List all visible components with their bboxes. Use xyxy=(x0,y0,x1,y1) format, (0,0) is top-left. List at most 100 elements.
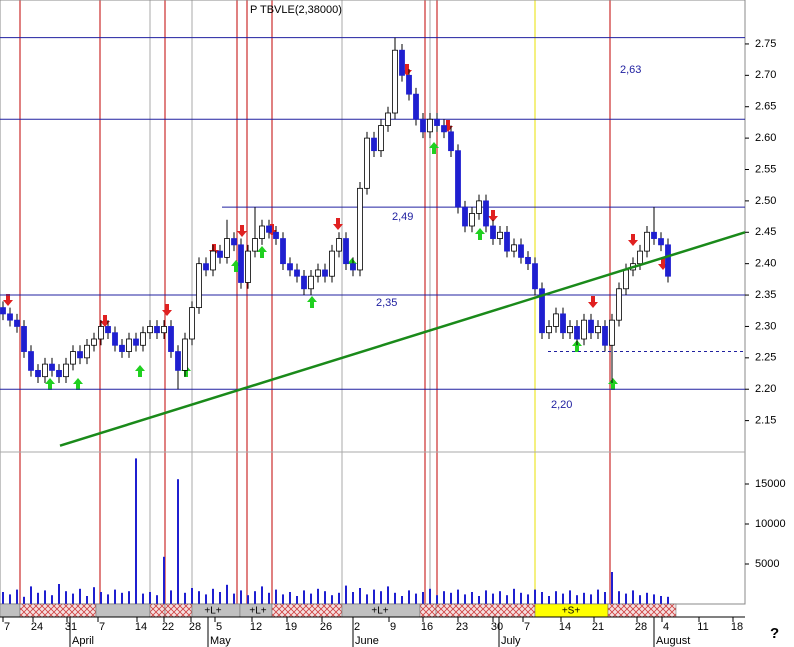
y-tick-label: 2.70 xyxy=(755,69,776,81)
candle-body xyxy=(203,263,209,271)
candle-body xyxy=(392,49,398,114)
candle-body xyxy=(553,313,559,327)
candle-body xyxy=(378,125,384,152)
candle-body xyxy=(434,118,440,126)
candle-body xyxy=(490,225,496,239)
candle-body xyxy=(455,150,461,208)
sell-arrow xyxy=(488,210,498,222)
candle-body xyxy=(56,369,62,378)
y-tick-label: 2.45 xyxy=(755,226,776,238)
buy-arrow xyxy=(45,378,55,390)
y-tick-label: 2.60 xyxy=(755,132,776,144)
volume-bar xyxy=(121,592,123,604)
signal-segment xyxy=(435,603,536,618)
signal-segment xyxy=(607,603,677,618)
volume-bar xyxy=(541,592,543,604)
volume-bar xyxy=(485,590,487,604)
volume-bar xyxy=(156,595,158,604)
candle-body xyxy=(21,326,27,352)
candle-body xyxy=(231,238,237,246)
signal-label: +L+ xyxy=(371,606,388,617)
volume-bar xyxy=(51,595,53,604)
candle-body xyxy=(483,200,489,227)
candle-body xyxy=(266,225,272,233)
volume-bar xyxy=(226,584,228,604)
candle-body xyxy=(315,269,321,277)
candle-body xyxy=(364,137,370,189)
candle-body xyxy=(245,250,251,283)
x-tick-label: 7 xyxy=(4,621,10,633)
candle-body xyxy=(14,319,20,327)
volume-bar xyxy=(149,592,151,604)
y-tick-label: 2.55 xyxy=(755,163,776,175)
sell-arrow xyxy=(628,234,638,246)
volume-bar xyxy=(443,591,445,604)
level-label: 2,20 xyxy=(551,399,572,411)
candle-body xyxy=(504,231,510,252)
volume-bar xyxy=(114,589,116,604)
candle-body xyxy=(294,269,300,277)
volume-bar xyxy=(366,594,368,604)
volume-bar xyxy=(324,591,326,604)
volume-bar xyxy=(583,592,585,604)
candle-body xyxy=(70,351,76,365)
volume-bar xyxy=(219,592,221,604)
volume-bar xyxy=(653,594,655,604)
volume-bar xyxy=(520,592,522,604)
buy-arrow xyxy=(475,228,485,240)
x-tick-label: 7 xyxy=(99,621,105,633)
candle-body xyxy=(147,326,153,334)
volume-bar xyxy=(611,572,613,604)
candle-body xyxy=(357,187,363,271)
candle-body xyxy=(49,363,55,371)
volume-bar xyxy=(625,593,627,604)
volume-bar xyxy=(457,589,459,604)
volume-bar xyxy=(9,594,11,604)
x-tick-label: 16 xyxy=(421,621,433,633)
candle-body xyxy=(280,238,286,265)
trendline xyxy=(59,231,746,447)
volume-bar xyxy=(387,586,389,604)
sell-arrow xyxy=(237,225,247,237)
candle-body xyxy=(35,369,41,378)
candle-body xyxy=(175,351,181,371)
signal-segment xyxy=(19,603,97,618)
candle-body xyxy=(119,344,125,352)
x-tick-label: 21 xyxy=(592,621,604,633)
candle-body xyxy=(42,363,48,378)
sell-arrow xyxy=(3,294,13,306)
volume-bar xyxy=(464,594,466,604)
candle-body xyxy=(546,326,552,334)
candle-body xyxy=(238,244,244,283)
volume-bar xyxy=(345,585,347,604)
sell-arrow xyxy=(588,296,598,308)
signal-segment xyxy=(419,603,437,618)
candle-body xyxy=(63,363,69,378)
candle-body xyxy=(105,326,111,334)
volume-bar xyxy=(331,595,333,604)
candle-body xyxy=(7,313,13,321)
candle-body xyxy=(182,338,188,371)
candle-body xyxy=(77,351,83,359)
candle-body xyxy=(420,118,426,133)
chart-title: P TBVLE(2,38000) xyxy=(250,4,342,16)
buy-arrow xyxy=(429,142,439,154)
volume-bar xyxy=(30,586,32,604)
volume-bar xyxy=(429,588,431,604)
volume-bar xyxy=(177,479,179,604)
volume-bar xyxy=(562,593,564,604)
x-tick-label: 30 xyxy=(491,621,503,633)
x-tick-label: 5 xyxy=(216,621,222,633)
x-tick-label: 22 xyxy=(162,621,174,633)
volume-bar xyxy=(408,590,410,604)
candle-body xyxy=(224,238,230,258)
volume-bar xyxy=(128,591,130,604)
candle-body xyxy=(525,256,531,265)
candle-body xyxy=(623,269,629,290)
help[interactable]: ? xyxy=(770,625,779,642)
candle-body xyxy=(91,338,97,346)
candle-body xyxy=(84,344,90,359)
y-tick-label: 2.35 xyxy=(755,289,776,301)
volume-bar xyxy=(247,595,249,604)
candle-body xyxy=(539,288,545,334)
